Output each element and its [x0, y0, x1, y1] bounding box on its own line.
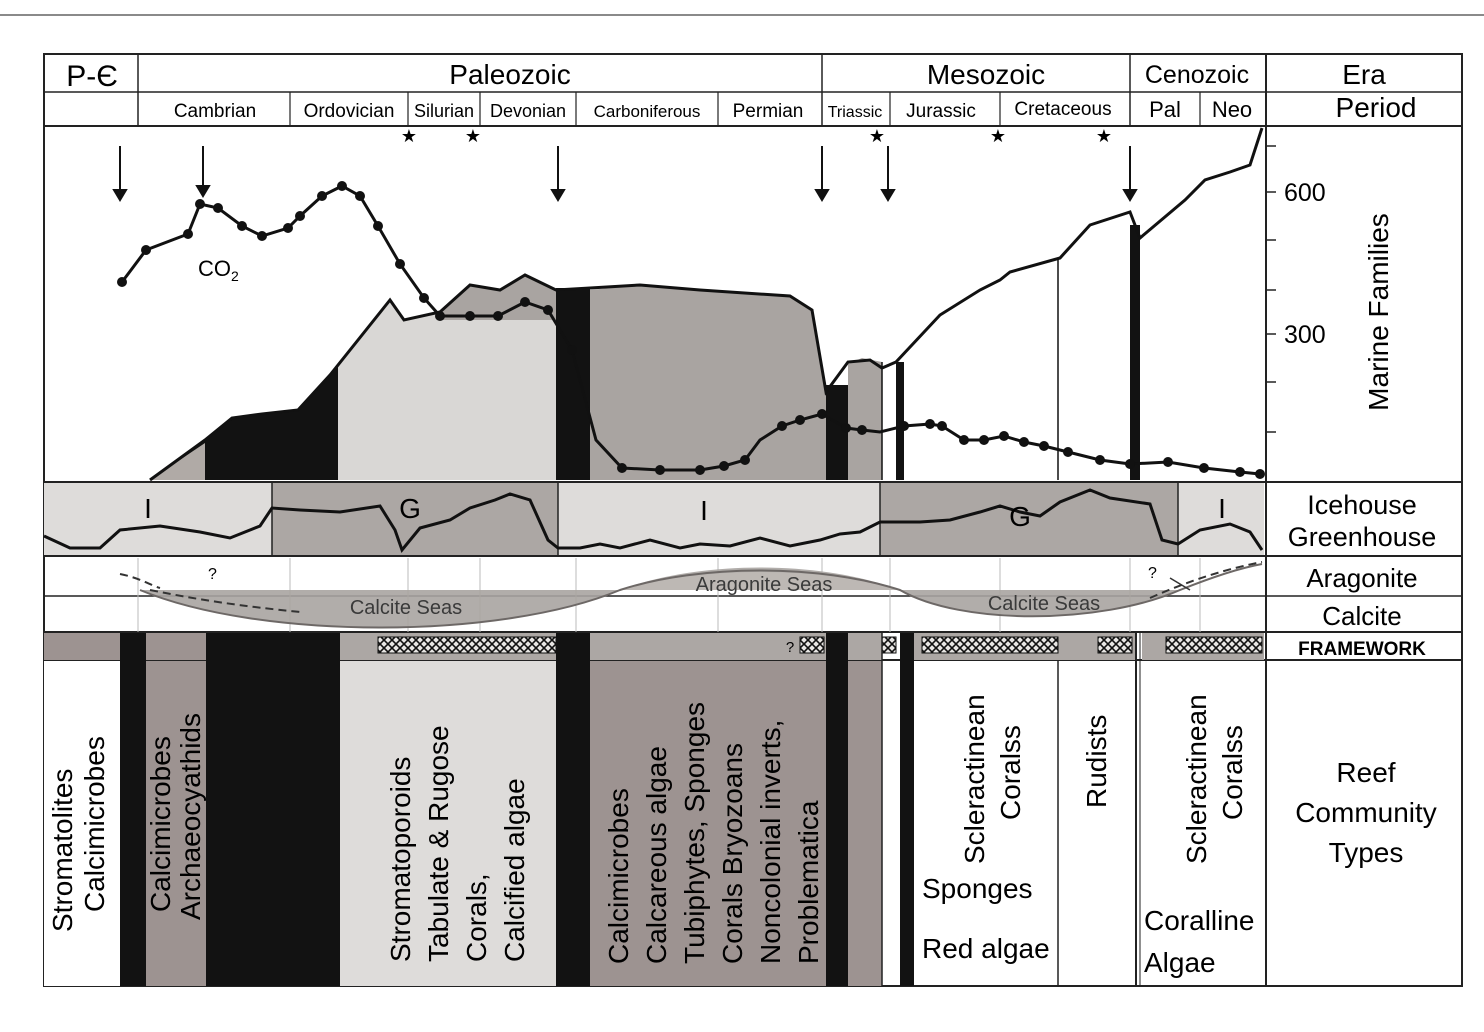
reef-col3-line3: Corals, — [461, 873, 492, 962]
marine-families-plot: CO2 — [112, 127, 1265, 482]
framework-question: ? — [786, 639, 794, 656]
reef-col1-line2: Calcimicrobes — [79, 736, 110, 912]
star-icon: ★ — [869, 126, 885, 146]
icehouse-label: Icehouse — [1307, 490, 1417, 520]
reef-col7-line2: Coralss — [1217, 725, 1248, 820]
period-devonian: Devonian — [490, 101, 566, 121]
calcite-seas-label-1: Calcite Seas — [350, 597, 462, 619]
climate-label-5: I — [1218, 493, 1226, 524]
reef-col4-line3: Tubiphytes, Sponges — [679, 702, 710, 964]
aragonite-seas-label: Aragonite Seas — [696, 574, 833, 596]
reef-col1-line1: Stromatolites — [47, 769, 78, 932]
period-carboniferous: Carboniferous — [594, 102, 701, 121]
marine-families-axis: 600 300 Marine Families — [1266, 145, 1394, 433]
era-cenozoic: Cenozoic — [1145, 61, 1249, 89]
extinction-arrows — [112, 146, 1138, 202]
reef-col4-line5: Noncolonial inverts, — [755, 720, 786, 964]
period-silurian: Silurian — [414, 101, 474, 121]
framework-band: ? — [44, 633, 1264, 660]
climate-label-1: I — [144, 493, 152, 524]
climate-label-3: I — [700, 495, 708, 526]
reef-col4-line1: Calcimicrobes — [603, 788, 634, 964]
top-border — [0, 0, 1484, 16]
star-icon: ★ — [1096, 126, 1112, 146]
period-permian: Permian — [733, 101, 804, 122]
calcite-seas-label-2: Calcite Seas — [988, 593, 1100, 615]
period-jurassic: Jurassic — [906, 101, 976, 122]
reef-labels: Stromatolites Calcimicrobes Calcimicrobe… — [47, 694, 1248, 964]
star-icon: ★ — [990, 126, 1006, 146]
period-neo: Neo — [1212, 97, 1252, 122]
reef-col4-line2: Calcareous algae — [641, 746, 672, 964]
era-pc: P-Є — [66, 60, 118, 93]
period-cretaceous: Cretaceous — [1014, 99, 1111, 120]
reef-col6: Rudists — [1081, 715, 1112, 808]
era-column-label: Era — [1342, 59, 1386, 90]
greenhouse-label: Greenhouse — [1288, 522, 1437, 552]
reef-col5-line1: Scleractinean — [959, 694, 990, 864]
reef-col3-line2: Tabulate & Rugose — [423, 725, 454, 962]
reef-col4-line4: Corals Bryozoans — [717, 743, 748, 964]
reef-side-line3: Types — [1329, 837, 1404, 868]
reef-side-line1: Reef — [1336, 757, 1395, 788]
period-triassic: Triassic — [828, 104, 883, 121]
star-icon: ★ — [465, 126, 481, 146]
seas-band: ? ? Calcite Seas Aragonite Seas Calcite … — [119, 558, 1263, 632]
climate-band: I G I G I — [43, 483, 1264, 556]
reef-col2-line1: Calcimicrobes — [145, 736, 176, 912]
seas-question-2: ? — [1148, 565, 1157, 582]
era-paleozoic: Paleozoic — [449, 59, 570, 90]
reef-col3-line4: Calcified algae — [499, 778, 530, 962]
reef-col2-line2: Archaeocyathids — [175, 713, 206, 920]
calcite-label: Calcite — [1322, 601, 1401, 631]
reef-side-line2: Community — [1295, 797, 1437, 828]
star-icon: ★ — [401, 126, 417, 146]
co2-label: CO2 — [198, 256, 239, 284]
framework-label: FRAMEWORK — [1298, 639, 1426, 660]
star-markers: ★ ★ ★ ★ ★ — [401, 126, 1112, 146]
seas-question-1: ? — [208, 566, 217, 583]
period-column-label: Period — [1336, 92, 1417, 123]
reef-col3-line1: Stromatoporoids — [385, 757, 416, 962]
aragonite-label: Aragonite — [1306, 563, 1417, 593]
reef-col4-line6: Problematica — [793, 800, 824, 964]
families-tick-600: 600 — [1284, 179, 1326, 207]
reef-col5-line4: Red algae — [922, 933, 1050, 964]
families-axis-label: Marine Families — [1363, 213, 1394, 411]
reef-community-columns — [44, 633, 1141, 986]
reef-col7-line3: Coralline — [1144, 905, 1255, 936]
reef-col5-line3: Sponges — [922, 873, 1033, 904]
era-mesozoic: Mesozoic — [927, 59, 1045, 90]
period-cambrian: Cambrian — [174, 101, 256, 122]
climate-label-2: G — [399, 493, 421, 524]
period-pal: Pal — [1149, 97, 1181, 122]
families-tick-300: 300 — [1284, 321, 1326, 349]
reef-col7-line1: Scleractinean — [1181, 694, 1212, 864]
reef-col7-line4: Algae — [1144, 947, 1216, 978]
reef-col5-line2: Coralss — [995, 725, 1026, 820]
climate-label-4: G — [1009, 501, 1031, 532]
period-ordovician: Ordovician — [304, 101, 395, 122]
